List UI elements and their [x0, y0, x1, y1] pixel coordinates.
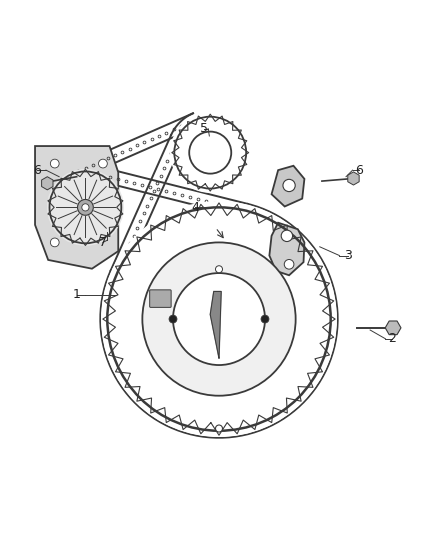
Text: 1: 1: [73, 288, 81, 302]
Circle shape: [215, 425, 223, 432]
Circle shape: [99, 159, 107, 168]
Circle shape: [50, 159, 59, 168]
Polygon shape: [35, 146, 118, 269]
Circle shape: [189, 132, 231, 174]
Circle shape: [169, 315, 177, 323]
Text: 3: 3: [344, 249, 352, 262]
Text: 6: 6: [33, 164, 41, 176]
Polygon shape: [269, 223, 304, 275]
Text: 2: 2: [388, 332, 396, 345]
Polygon shape: [272, 166, 304, 206]
Circle shape: [173, 273, 265, 365]
Circle shape: [281, 230, 293, 241]
FancyBboxPatch shape: [150, 290, 171, 308]
Circle shape: [284, 260, 294, 269]
Circle shape: [50, 238, 59, 247]
Text: 5: 5: [200, 122, 208, 135]
Circle shape: [82, 204, 89, 211]
Circle shape: [283, 179, 295, 191]
Circle shape: [142, 243, 296, 395]
Text: 6: 6: [355, 164, 363, 176]
Circle shape: [78, 199, 93, 215]
Circle shape: [102, 202, 336, 437]
Circle shape: [171, 113, 250, 192]
Circle shape: [261, 315, 269, 323]
Circle shape: [48, 169, 123, 245]
Polygon shape: [210, 292, 221, 358]
Text: 7: 7: [99, 236, 107, 249]
Text: 4: 4: [191, 201, 199, 214]
Circle shape: [215, 266, 223, 273]
